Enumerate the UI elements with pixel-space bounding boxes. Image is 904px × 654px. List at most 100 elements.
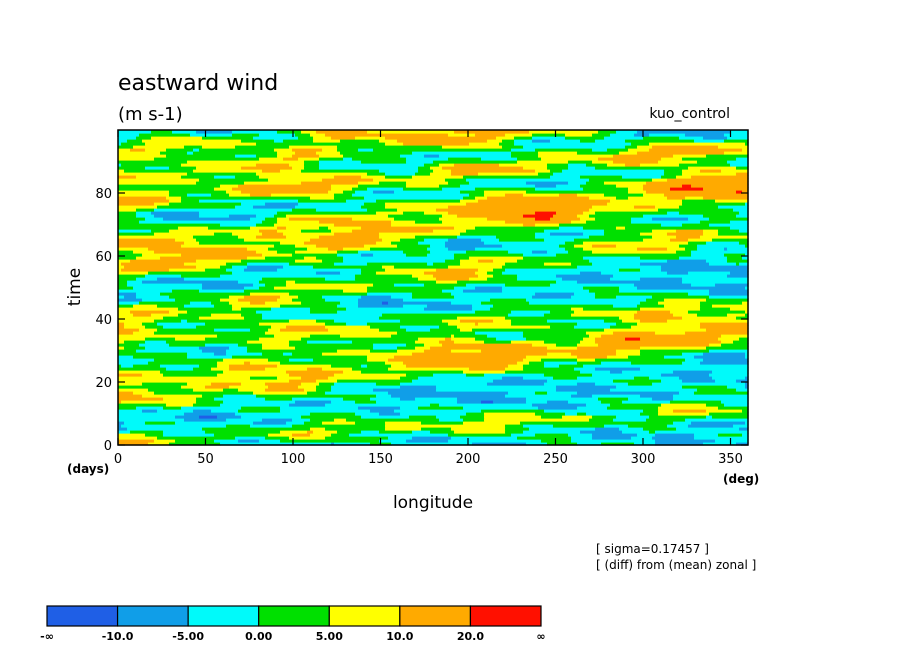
contour-cell	[601, 334, 722, 338]
contour-cell	[700, 361, 749, 365]
contour-cell	[424, 154, 440, 158]
contour-cell	[736, 214, 749, 218]
contour-cell	[124, 421, 146, 425]
contour-cell	[214, 439, 239, 443]
contour-cell	[325, 298, 359, 302]
contour-cell	[118, 364, 122, 368]
contour-cell	[463, 418, 485, 422]
contour-cell	[640, 352, 683, 356]
contour-cell	[328, 190, 344, 194]
contour-cell	[595, 292, 689, 296]
contour-cell	[334, 262, 368, 266]
contour-cell	[118, 271, 149, 275]
contour-cell	[397, 208, 437, 212]
contour-cell	[253, 205, 296, 209]
contour-cell	[625, 145, 638, 149]
contour-cell	[310, 238, 383, 242]
contour-cell	[583, 247, 638, 251]
contour-cell	[634, 283, 692, 287]
contour-cell	[514, 139, 533, 143]
contour-cell	[142, 409, 158, 413]
contour-cell	[280, 406, 359, 410]
contour-cell	[118, 322, 125, 326]
contour-cell	[643, 409, 659, 413]
contour-cell	[118, 397, 164, 401]
contour-cell	[250, 217, 266, 221]
contour-cell	[163, 325, 197, 329]
contour-cell	[406, 439, 449, 443]
contour-cell	[289, 262, 335, 266]
contour-cell	[709, 295, 749, 299]
contour-cell	[433, 373, 467, 377]
contour-cell	[580, 139, 596, 143]
contour-cell	[349, 433, 449, 437]
contour-cell	[118, 160, 188, 164]
contour-cell	[562, 277, 611, 281]
contour-cell	[451, 334, 455, 338]
contour-cell	[160, 151, 188, 155]
contour-cell	[232, 355, 368, 359]
contour-cell	[664, 169, 683, 173]
contour-cell	[466, 412, 485, 416]
contour-cell	[223, 388, 239, 392]
contour-cell	[583, 211, 596, 215]
contour-cell	[577, 193, 605, 197]
contour-cell	[340, 151, 413, 155]
contour-cell	[202, 136, 254, 140]
contour-cell	[367, 187, 404, 191]
contour-cell	[472, 304, 494, 308]
contour-cell	[442, 319, 461, 323]
contour-cell	[232, 307, 242, 311]
contour-cell	[280, 328, 329, 332]
contour-cell	[133, 364, 161, 368]
contour-cell	[187, 193, 212, 197]
contour-cell	[469, 367, 506, 371]
contour-cell	[577, 265, 662, 269]
contour-cell	[532, 136, 566, 140]
contour-cell	[481, 349, 617, 353]
contour-cell	[511, 310, 551, 314]
contour-cell	[178, 226, 209, 230]
contour-cell	[133, 304, 158, 308]
x-tick-label: 250	[543, 452, 568, 467]
contour-cell	[391, 442, 473, 446]
contour-cell	[625, 163, 641, 167]
contour-cell	[187, 382, 212, 386]
contour-cell	[580, 430, 623, 434]
contour-cell	[298, 136, 314, 140]
contour-cell	[298, 385, 317, 389]
contour-cell	[412, 430, 431, 434]
contour-cell	[418, 166, 431, 170]
contour-cell	[196, 181, 245, 185]
contour-cell	[736, 316, 749, 320]
contour-cell	[202, 427, 311, 431]
contour-cell	[118, 427, 128, 431]
contour-cell	[334, 175, 362, 179]
contour-cell	[703, 196, 749, 200]
contour-cell	[331, 364, 362, 368]
contour-cell	[667, 247, 686, 251]
contour-cell	[745, 355, 749, 359]
contour-cell	[445, 259, 461, 263]
contour-cell	[400, 385, 437, 389]
contour-cell	[337, 304, 359, 308]
contour-cell	[352, 193, 470, 197]
contour-cell	[424, 283, 467, 287]
contour-cell	[169, 310, 188, 314]
contour-cell	[475, 271, 488, 275]
contour-cell	[259, 322, 326, 326]
contour-cell	[316, 388, 332, 392]
contour-cell	[166, 196, 182, 200]
contour-cell	[541, 358, 578, 362]
contour-cell	[121, 268, 170, 272]
contour-cell	[622, 430, 650, 434]
contour-cell	[481, 409, 545, 413]
contour-cell	[475, 196, 488, 200]
contour-cell	[355, 421, 386, 425]
contour-cell	[118, 331, 134, 335]
contour-cell	[448, 433, 512, 437]
contour-cell	[118, 250, 134, 254]
contour-cell	[613, 274, 728, 278]
contour-cell	[370, 397, 401, 401]
